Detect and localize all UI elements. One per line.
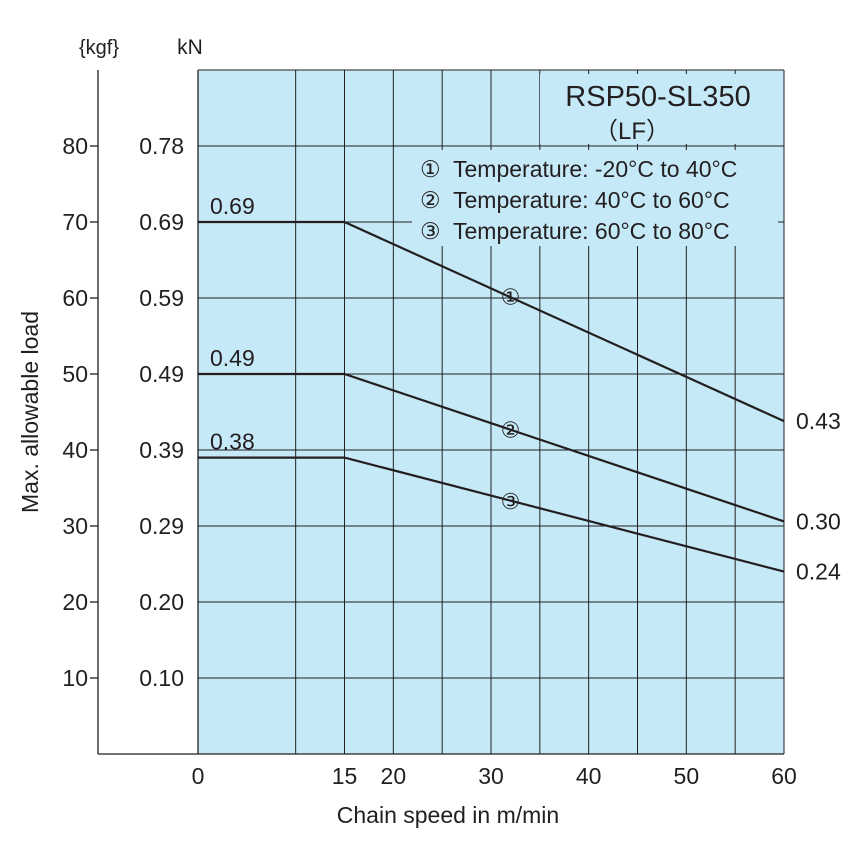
x-tick-label: 30 — [478, 763, 504, 789]
kgf-unit-label: {kgf} — [79, 37, 119, 59]
series-3-marker: ③ — [501, 489, 521, 514]
kgf-tick-label: 20 — [62, 589, 88, 615]
series-3-line — [198, 456, 785, 573]
legend-marker-2: ② — [420, 187, 441, 213]
kgf-tick-label: 50 — [62, 361, 88, 387]
series-2-start-label: 0.49 — [210, 345, 255, 371]
series-1-marker: ① — [501, 284, 521, 309]
axes — [90, 70, 784, 755]
series-2-end-label: 0.30 — [796, 508, 841, 534]
series-3-start-label: 0.38 — [210, 429, 255, 455]
legend-text-3: Temperature: 60°C to 80°C — [453, 218, 730, 244]
kgf-tick-label: 70 — [62, 209, 88, 235]
kn-tick-label: 0.10 — [139, 665, 184, 691]
x-tick-label: 20 — [381, 763, 407, 789]
kn-tick-label: 0.29 — [139, 513, 184, 539]
series-2-line — [198, 372, 785, 523]
legend-marker-3: ③ — [420, 218, 441, 244]
legend-box — [412, 150, 778, 246]
x-tick-label: 40 — [576, 763, 602, 789]
kn-tick-label: 0.39 — [139, 437, 184, 463]
kn-tick-label: 0.69 — [139, 209, 184, 235]
x-tick-label: 0 — [192, 763, 205, 789]
x-tick-label: 60 — [771, 763, 797, 789]
kn-unit-label: kN — [177, 36, 203, 59]
kgf-tick-label: 30 — [62, 513, 88, 539]
labels: RSP50-SL350 （LF） Chain speed in m/min Ma… — [17, 36, 841, 828]
x-tick-label: 15 — [332, 763, 358, 789]
x-tick-label: 50 — [674, 763, 700, 789]
kgf-tick-label: 80 — [62, 133, 88, 159]
kgf-tick-label: 40 — [62, 437, 88, 463]
kgf-tick-label: 60 — [62, 285, 88, 311]
y-axis-label: Max. allowable load — [17, 311, 43, 513]
series — [198, 220, 785, 573]
chart-title: RSP50-SL350 — [565, 81, 750, 113]
kn-tick-label: 0.78 — [139, 133, 184, 159]
title-box — [540, 74, 780, 144]
legend-text-2: Temperature: 40°C to 60°C — [453, 187, 730, 213]
legend-text-1: Temperature: -20°C to 40°C — [453, 156, 737, 182]
series-1-end-label: 0.43 — [796, 408, 841, 434]
kgf-tick-label: 10 — [62, 665, 88, 691]
series-1-line — [198, 220, 785, 423]
kn-tick-label: 0.49 — [139, 361, 184, 387]
series-2-marker: ② — [501, 417, 521, 442]
series-1-start-label: 0.69 — [210, 193, 255, 219]
x-axis-label: Chain speed in m/min — [337, 802, 559, 828]
kn-tick-label: 0.20 — [139, 589, 184, 615]
kn-tick-label: 0.59 — [139, 285, 184, 311]
legend-marker-1: ① — [420, 156, 441, 182]
chart-subtitle: （LF） — [594, 118, 670, 145]
series-3-end-label: 0.24 — [796, 559, 841, 585]
